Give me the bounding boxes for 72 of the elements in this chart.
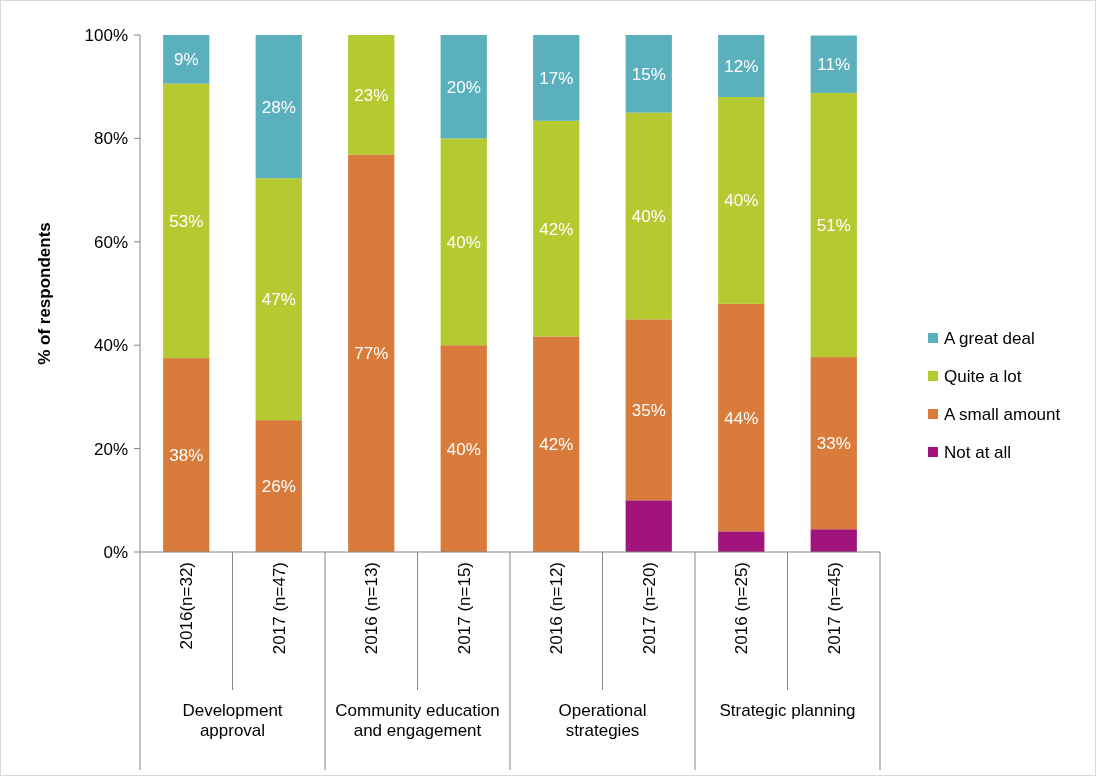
data-label: 53%: [169, 211, 204, 231]
data-label: 42%: [539, 435, 574, 455]
x-tick-label: 2016 (n=25): [732, 562, 752, 655]
bar: [718, 35, 765, 98]
bar: [348, 154, 395, 552]
x-tick-label: 2016 (n=12): [547, 562, 567, 655]
data-label: 77%: [354, 344, 389, 364]
y-tick-label: 80%: [93, 129, 128, 149]
y-tick-label: 0%: [103, 542, 128, 562]
bar: [625, 35, 672, 113]
text: Operational strategies: [558, 700, 647, 741]
data-label: 38%: [169, 446, 204, 466]
x-tick-label: 2017 (n=15): [454, 562, 474, 655]
bar: [163, 35, 210, 84]
data-label: 15%: [631, 64, 666, 84]
data-label: 51%: [816, 215, 851, 235]
data-label: 40%: [724, 191, 759, 211]
y-tick-label: 100%: [84, 25, 128, 45]
bar: [718, 97, 765, 304]
y-tick-label: 60%: [93, 232, 128, 252]
legend-label: Not at all: [944, 442, 1012, 462]
data-label: 33%: [816, 434, 851, 454]
data-label: 23%: [354, 85, 389, 105]
y-tick-label: 20%: [93, 439, 128, 459]
bar: [718, 531, 765, 552]
bar: [625, 112, 672, 320]
bar: [255, 35, 302, 179]
bar: [255, 178, 302, 421]
legend-label: A great deal: [944, 328, 1035, 348]
data-label: 28%: [261, 97, 296, 117]
text: Strategic planning: [719, 700, 856, 720]
bar: [440, 345, 487, 552]
text: Community education and engagement: [335, 700, 500, 741]
bar: [440, 35, 487, 139]
bar: [810, 35, 857, 93]
data-label: 20%: [446, 77, 481, 97]
bar: [718, 303, 765, 532]
bar: [625, 500, 672, 552]
data-label: 9%: [173, 50, 199, 70]
data-label: 40%: [446, 439, 481, 459]
data-label: 40%: [446, 232, 481, 252]
x-tick-label: 2016 (n=13): [362, 562, 382, 655]
x-tick-label: 2017 (n=45): [824, 562, 844, 655]
bar: [255, 420, 302, 552]
data-label: 40%: [631, 206, 666, 226]
bar: [533, 336, 580, 552]
bar: [163, 83, 210, 359]
bar: [533, 35, 580, 121]
bar: [163, 358, 210, 552]
data-label: 47%: [261, 290, 296, 310]
text: Development approval: [182, 700, 283, 741]
bar: [810, 357, 857, 530]
data-label: 17%: [539, 68, 574, 88]
y-axis-title: % of respondents: [35, 222, 54, 365]
data-label: 35%: [631, 400, 666, 420]
data-label: 12%: [724, 56, 759, 76]
x-tick-label: 2017 (n=20): [639, 562, 659, 655]
bar: [625, 319, 672, 501]
data-label: 11%: [817, 55, 851, 75]
x-tick-label: 2016(n=32): [177, 562, 197, 650]
bar: [348, 35, 395, 155]
bar: [533, 120, 580, 337]
data-label: 42%: [539, 219, 574, 239]
x-tick-label: 2017 (n=47): [269, 562, 289, 655]
bar: [810, 92, 857, 358]
bar: [440, 138, 487, 346]
legend-label: Quite a lot: [944, 366, 1022, 386]
bar: [810, 529, 857, 552]
y-tick-label: 40%: [93, 336, 128, 356]
data-label: 44%: [724, 408, 759, 428]
legend-label: A small amount: [944, 404, 1061, 424]
data-label: 26%: [261, 477, 296, 497]
